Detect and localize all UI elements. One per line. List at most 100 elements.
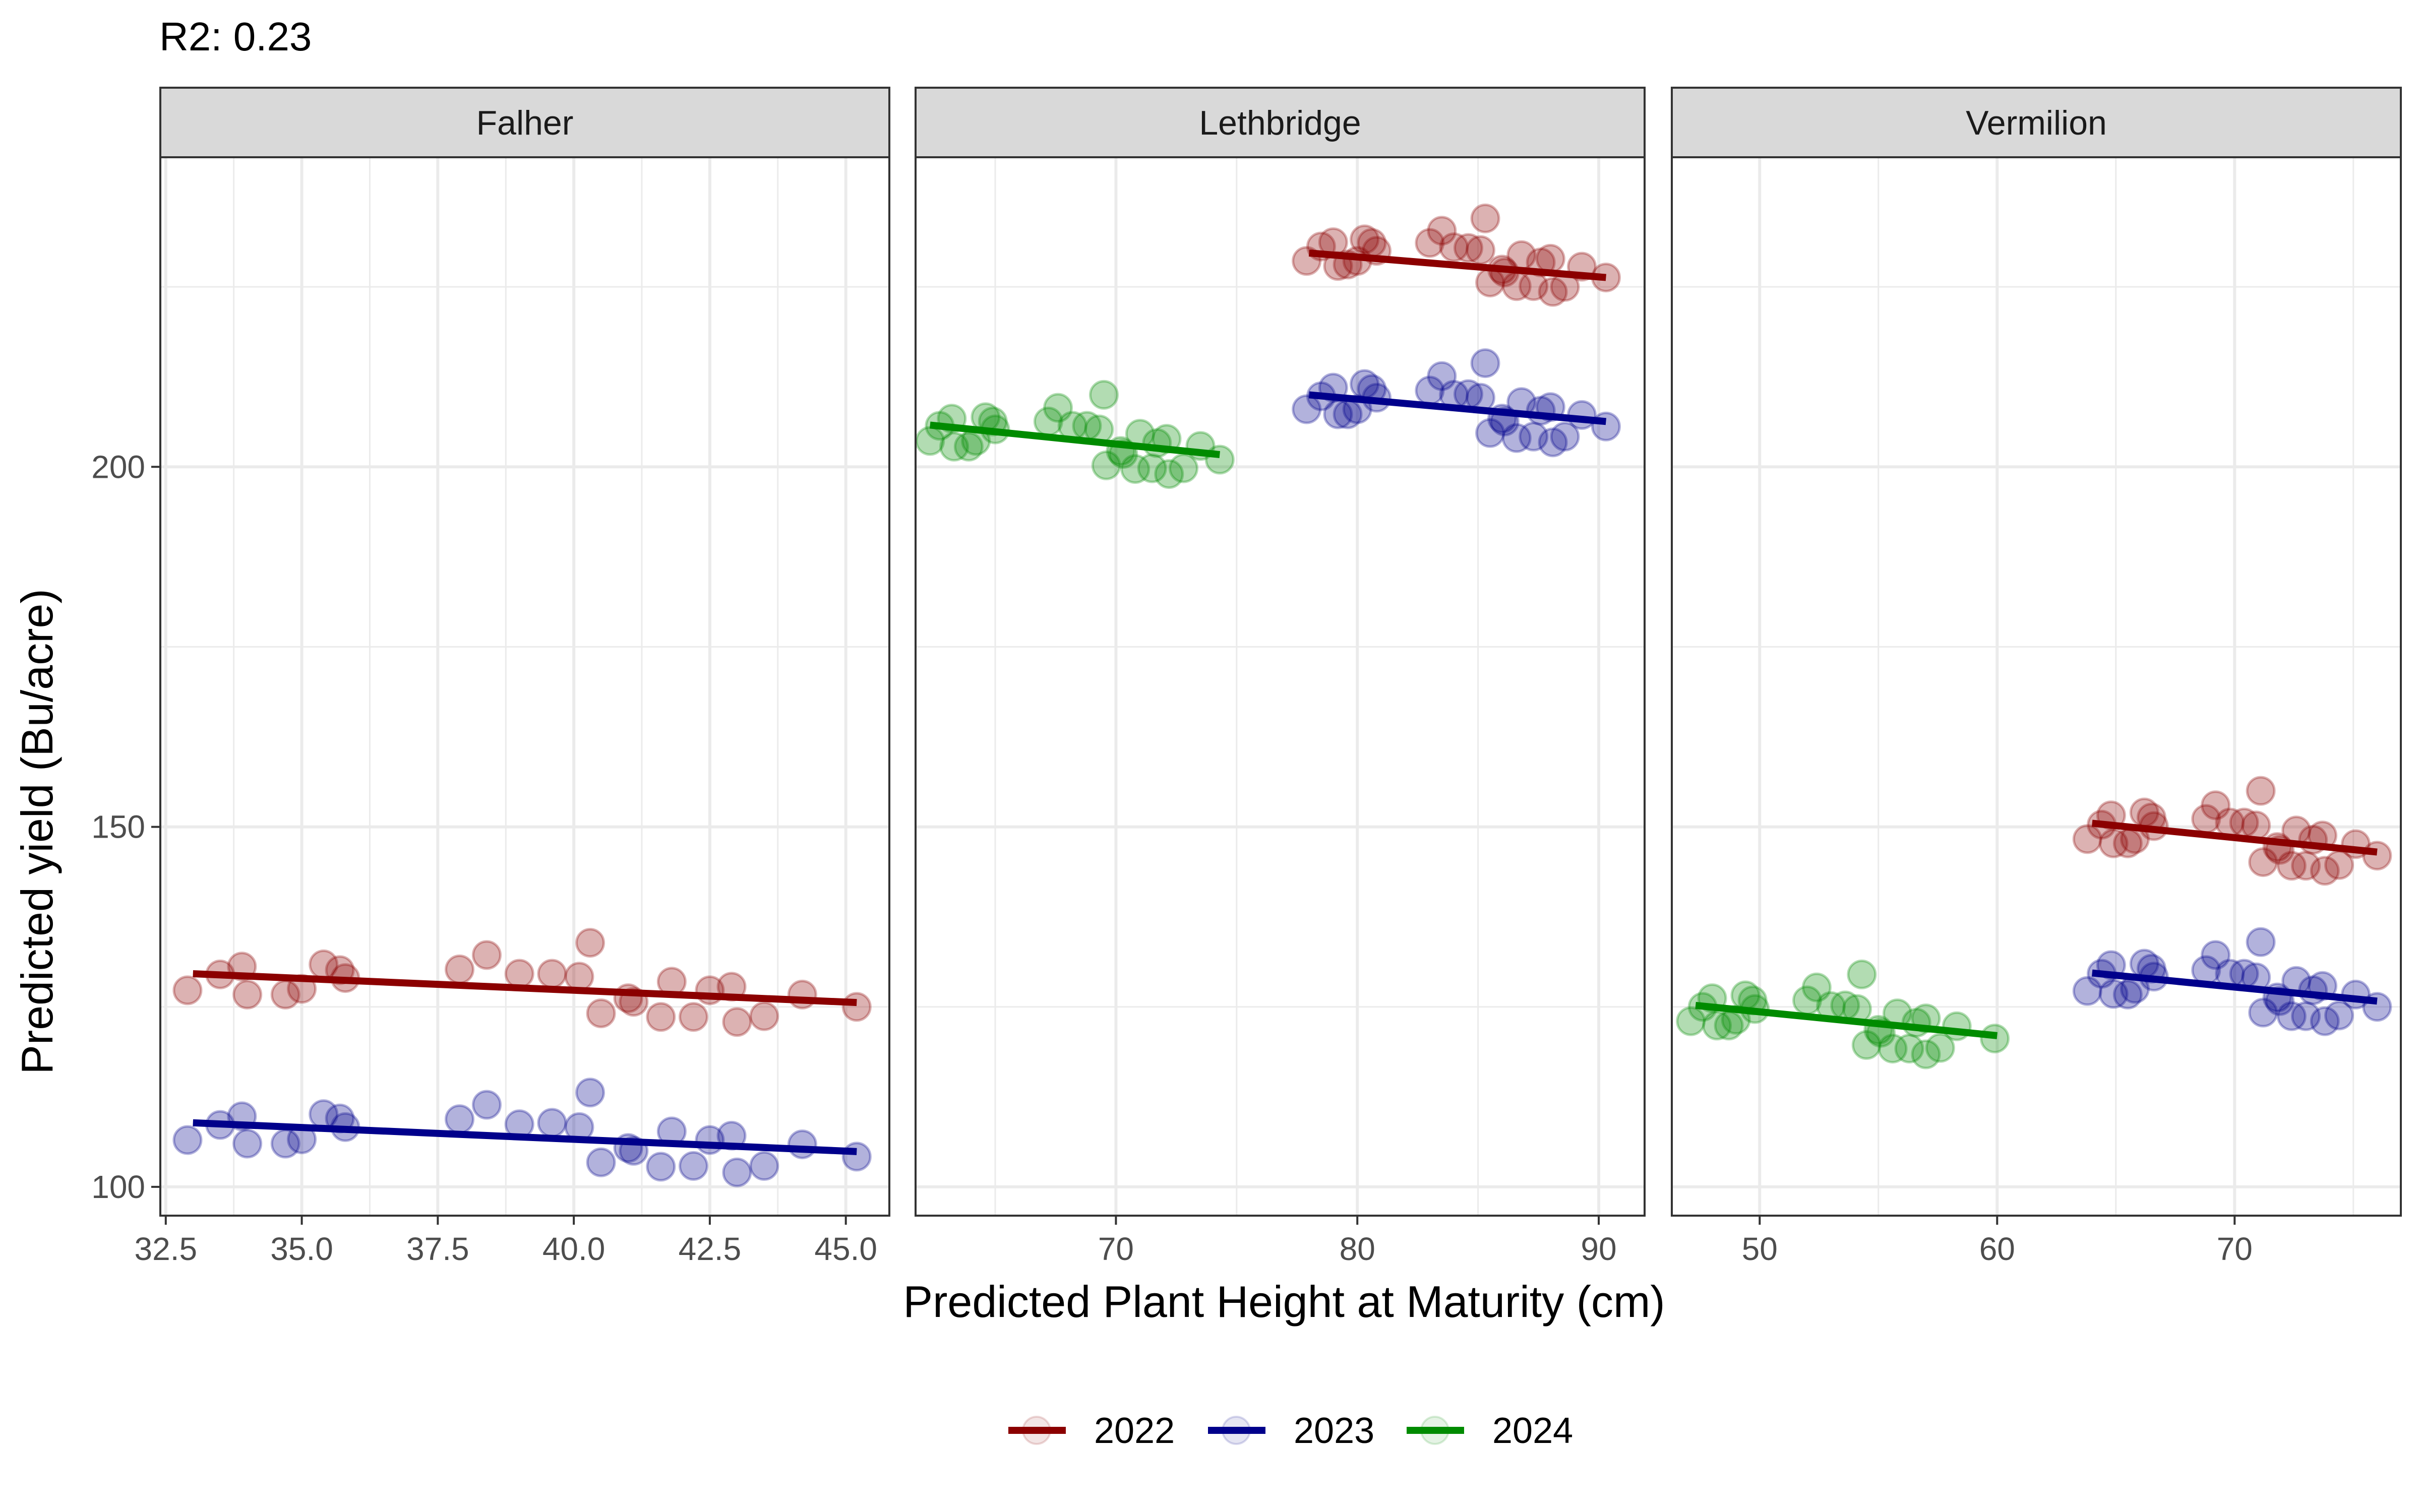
data-point-2023 <box>2112 979 2143 1010</box>
legend-item-2023: 2023 <box>1208 1411 1374 1451</box>
data-point-2022 <box>2248 847 2278 877</box>
data-point-2023 <box>1470 348 1500 379</box>
x-tick-label: 42.5 <box>679 1231 742 1267</box>
legend-item-2022: 2022 <box>1008 1411 1175 1451</box>
x-axis-label: Predicted Plant Height at Maturity (cm) <box>903 1277 1665 1327</box>
data-point-2022 <box>2201 790 2231 821</box>
data-point-2023 <box>1292 394 1322 424</box>
y-tick-label: 150 <box>91 809 145 845</box>
legend: 2022 2023 2024 <box>1008 1411 1573 1451</box>
data-point-2022 <box>2291 851 2321 881</box>
y-tick-label: 100 <box>91 1169 145 1205</box>
data-point-2022 <box>471 940 502 970</box>
x-tick-label: 70 <box>1098 1231 1134 1267</box>
data-point-2024 <box>1088 380 1119 410</box>
data-point-2024 <box>1091 450 1121 480</box>
x-tick-label: 45.0 <box>814 1231 877 1267</box>
data-point-2023 <box>1519 421 1549 452</box>
data-point-2022 <box>2241 810 2271 841</box>
data-point-2024 <box>1154 459 1184 489</box>
data-point-2023 <box>2201 940 2231 970</box>
chart-title: R2: 0.23 <box>159 14 312 59</box>
data-point-2023 <box>787 1129 817 1160</box>
data-point-2022 <box>504 959 534 989</box>
data-point-2022 <box>172 975 203 1005</box>
data-point-2024 <box>1911 1039 1941 1069</box>
data-point-2024 <box>1137 453 1167 483</box>
data-point-2022 <box>787 979 817 1010</box>
data-point-2023 <box>646 1152 676 1182</box>
facet-panel-lethbridge: Lethbridge 70 80 90 <box>915 87 1646 1267</box>
data-point-2023 <box>172 1125 203 1155</box>
fit-line-2022 <box>2091 820 2378 856</box>
x-tick-label: 35.0 <box>270 1231 333 1267</box>
data-point-2022 <box>575 928 605 958</box>
data-point-2023 <box>1475 418 1505 448</box>
x-tick-label: 40.0 <box>542 1231 606 1267</box>
facet-strip-label: Lethbridge <box>1199 104 1361 142</box>
facet-strip-label: Falher <box>476 104 574 142</box>
y-tick-label: 200 <box>91 449 145 485</box>
data-point-2022 <box>2362 841 2392 871</box>
x-tick-label: 70 <box>2217 1231 2253 1267</box>
data-point-2023 <box>586 1147 616 1177</box>
data-point-2024 <box>1894 1034 1924 1064</box>
data-point-2022 <box>564 962 594 992</box>
data-point-2022 <box>1538 277 1568 307</box>
data-point-2022 <box>1465 235 1495 265</box>
data-point-2022 <box>1350 224 1380 255</box>
data-point-2022 <box>2098 828 2129 858</box>
x-tick-label: 37.5 <box>406 1231 469 1267</box>
facet-strip <box>915 87 1646 158</box>
data-point-2024 <box>1801 972 1832 1002</box>
data-point-2022 <box>841 992 872 1022</box>
data-point-2023 <box>232 1128 263 1159</box>
data-point-2023 <box>1427 361 1457 391</box>
legend-label: 2024 <box>1492 1411 1573 1451</box>
facet-strip-label: Vermilion <box>1966 104 2107 142</box>
data-point-2024 <box>1043 393 1073 423</box>
data-point-2022 <box>586 998 616 1029</box>
data-point-2023 <box>445 1104 475 1135</box>
x-tick-label: 32.5 <box>135 1231 198 1267</box>
data-point-2023 <box>749 1151 779 1181</box>
legend-item-2024: 2024 <box>1407 1411 1573 1451</box>
data-point-2022 <box>2310 856 2340 886</box>
facet-panels: Falher 32.5 35.0 37.5 40.0 42.5 45.0 Lethbridge… <box>91 87 2402 1267</box>
data-point-2024 <box>1878 1034 1908 1064</box>
data-point-2022 <box>2276 851 2307 881</box>
data-point-2022 <box>2246 776 2276 806</box>
data-point-2024 <box>1702 1011 1732 1041</box>
data-point-2024 <box>1168 453 1198 483</box>
data-point-2024 <box>1676 1006 1706 1036</box>
panel-background <box>1672 157 2401 1216</box>
data-point-2022 <box>445 954 475 984</box>
data-point-2022 <box>1470 203 1500 233</box>
data-point-2023 <box>2098 979 2129 1009</box>
x-tick-label: 50 <box>1742 1231 1778 1267</box>
data-point-2022 <box>1439 232 1469 263</box>
data-point-2023 <box>841 1142 872 1172</box>
facet-panel-vermilion: Vermilion 50 60 70 <box>1671 87 2402 1267</box>
data-point-2022 <box>1535 243 1565 274</box>
data-point-2022 <box>1415 228 1445 258</box>
data-point-2022 <box>1453 233 1483 263</box>
legend-label: 2022 <box>1094 1411 1175 1451</box>
data-point-2022 <box>1427 216 1457 246</box>
data-point-2024 <box>953 431 984 462</box>
data-point-2023 <box>2248 997 2278 1028</box>
data-point-2024 <box>939 431 970 462</box>
data-point-2023 <box>537 1108 567 1138</box>
data-point-2023 <box>722 1157 752 1187</box>
data-point-2024 <box>1925 1033 1955 1063</box>
data-point-2022 <box>679 1002 709 1032</box>
data-point-2023 <box>1591 411 1621 442</box>
data-point-2022 <box>2072 824 2102 854</box>
legend-label: 2023 <box>1294 1411 1374 1451</box>
fit-line-2022 <box>1308 249 1606 281</box>
panel-background <box>160 157 889 1216</box>
data-point-2023 <box>679 1151 709 1181</box>
data-point-2022 <box>749 1001 779 1031</box>
fit-line-2023 <box>1308 391 1607 425</box>
